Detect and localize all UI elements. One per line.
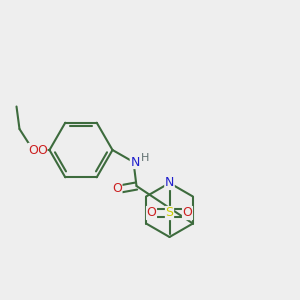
- Text: O: O: [183, 206, 192, 220]
- Text: O: O: [112, 182, 122, 196]
- Text: O: O: [37, 143, 47, 157]
- Text: O: O: [28, 143, 38, 157]
- Text: N: N: [130, 155, 140, 169]
- Text: N: N: [165, 176, 174, 190]
- Text: O: O: [147, 206, 156, 220]
- Text: S: S: [166, 206, 173, 220]
- Text: H: H: [141, 153, 149, 164]
